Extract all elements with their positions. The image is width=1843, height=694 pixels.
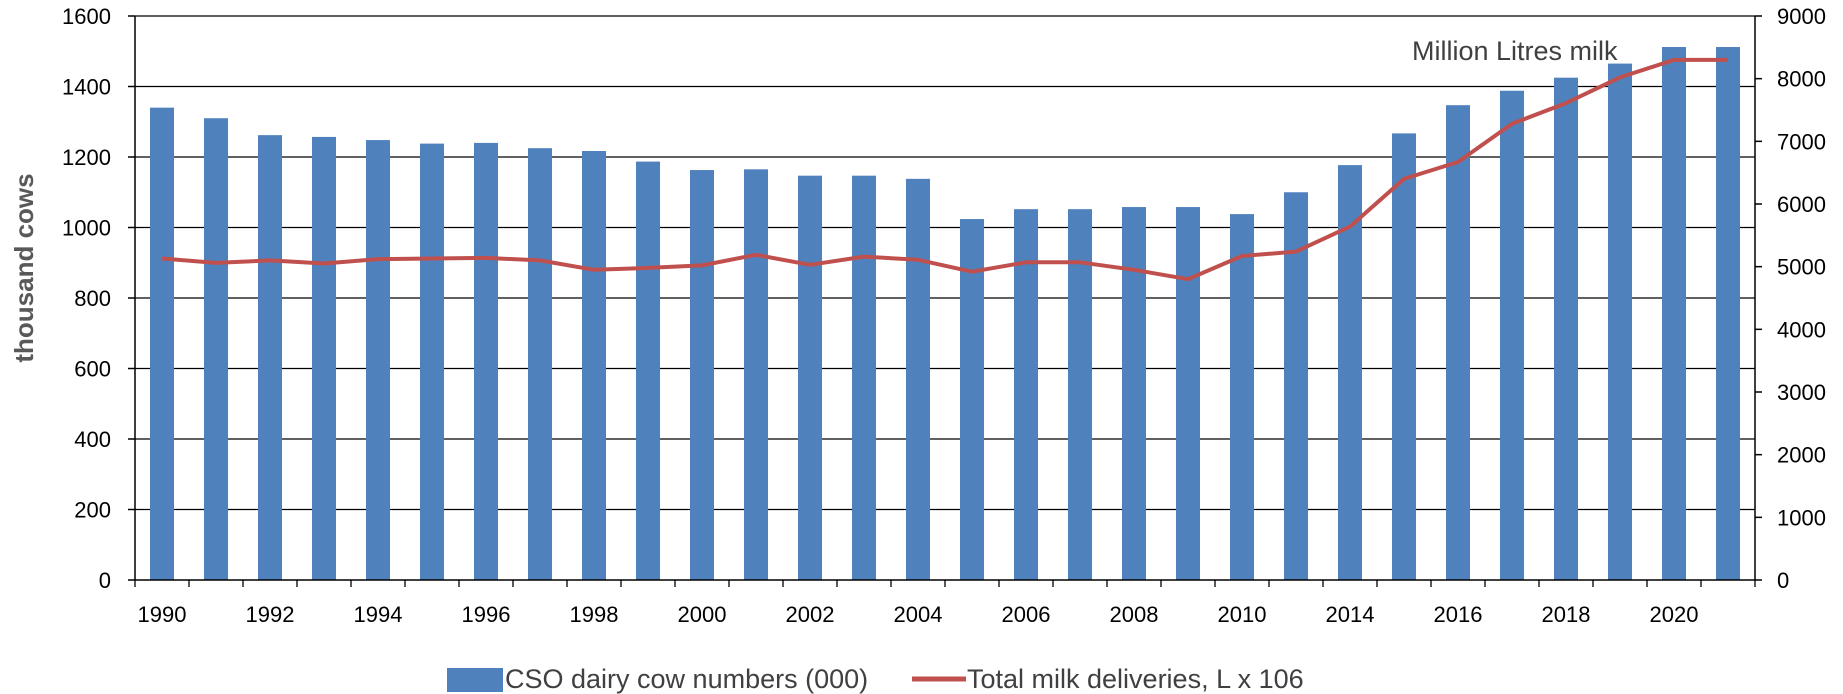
left-tick-label: 800 (74, 286, 111, 311)
bar (258, 135, 282, 580)
x-tick-label: 2004 (894, 602, 943, 627)
legend-label-bars: CSO dairy cow numbers (000) (505, 664, 868, 694)
bar (366, 140, 390, 580)
x-tick-label: 1994 (354, 602, 403, 627)
left-tick-label: 600 (74, 357, 111, 382)
legend-swatch-bars (447, 668, 503, 692)
bar-series (150, 47, 1740, 581)
x-tick-label: 2014 (1326, 602, 1375, 627)
right-tick-label: 7000 (1777, 129, 1826, 154)
right-tick-label: 2000 (1777, 443, 1826, 468)
line-series-milk (161, 57, 1728, 282)
bar (852, 175, 876, 580)
x-tick-label: 2010 (1218, 602, 1267, 627)
bar (1176, 207, 1200, 580)
bar (1284, 192, 1308, 580)
bar (744, 169, 768, 580)
x-tick-label: 2006 (1002, 602, 1051, 627)
bar (1554, 77, 1578, 580)
x-tick-label: 2000 (678, 602, 727, 627)
bar (1122, 207, 1146, 580)
right-axis-ticks: 0 1000 2000 3000 4000 5000 6000 7000 8000 9000 (1755, 4, 1826, 593)
bar (1662, 47, 1686, 580)
bar (1500, 90, 1524, 580)
right-tick-label: 0 (1777, 568, 1789, 593)
bar (420, 143, 444, 581)
bar (312, 136, 336, 580)
bar (960, 219, 984, 581)
right-tick-label: 1000 (1777, 505, 1826, 530)
right-tick-label: 8000 (1777, 67, 1826, 92)
left-tick-label: 1400 (62, 75, 111, 100)
x-tick-label: 1998 (570, 602, 619, 627)
bar (150, 107, 174, 581)
bar (798, 175, 822, 580)
gridlines (135, 15, 1755, 511)
left-tick-label: 200 (74, 498, 111, 523)
x-tick-label: 2020 (1650, 602, 1699, 627)
left-tick-label: 1000 (62, 216, 111, 241)
bar (1338, 165, 1362, 581)
x-tick-label: 2016 (1434, 602, 1483, 627)
right-tick-label: 3000 (1777, 380, 1826, 405)
x-tick-label: 1990 (138, 602, 187, 627)
bar (1392, 133, 1416, 580)
bar (474, 142, 498, 580)
bar (528, 148, 552, 580)
bar (636, 161, 660, 580)
bar (1608, 63, 1632, 580)
legend: CSO dairy cow numbers (000) Total milk d… (447, 664, 1304, 694)
bar (1068, 209, 1092, 581)
left-tick-label: 0 (99, 568, 111, 593)
right-tick-label: 5000 (1777, 255, 1826, 280)
y-axis-title: thousand cows (9, 173, 39, 362)
bar (1230, 214, 1254, 581)
right-tick-label: 4000 (1777, 317, 1826, 342)
bar (690, 170, 714, 581)
left-tick-label: 1600 (62, 4, 111, 29)
bar (906, 178, 930, 581)
right-tick-label: 9000 (1777, 4, 1826, 29)
bar (1446, 105, 1470, 581)
left-tick-label: 1200 (62, 145, 111, 170)
legend-label-line: Total milk deliveries, L x 106 (967, 664, 1304, 694)
bar (582, 151, 606, 580)
x-tick-label: 2008 (1110, 602, 1159, 627)
left-tick-label: 400 (74, 427, 111, 452)
left-axis-ticks: 0 200 400 600 800 1000 1200 1400 1600 (62, 4, 135, 593)
bar (1716, 47, 1740, 580)
x-tick-label: 2018 (1542, 602, 1591, 627)
series-annotation: Million Litres milk (1412, 36, 1618, 66)
x-tick-label: 1992 (246, 602, 295, 627)
bar (204, 118, 228, 580)
x-axis-ticks: 1990 1992 1994 1996 1998 2000 2002 2004 2006 2008… (134, 580, 1756, 627)
right-tick-label: 6000 (1777, 192, 1826, 217)
x-tick-label: 1996 (462, 602, 511, 627)
bar (1014, 209, 1038, 581)
x-tick-label: 2002 (786, 602, 835, 627)
